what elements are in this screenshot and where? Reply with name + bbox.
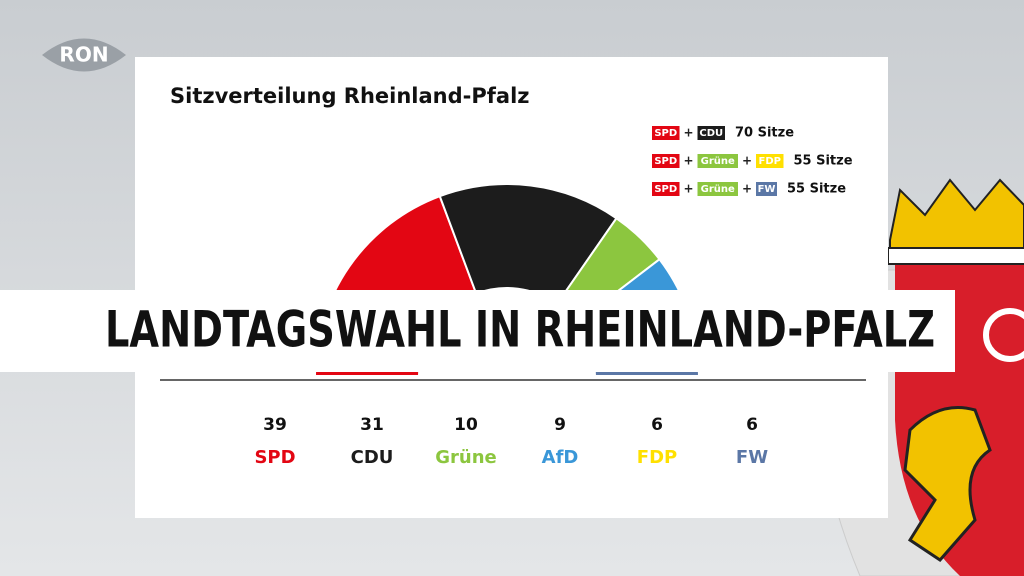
logo-text: RON — [59, 43, 108, 67]
party-badge-label: FW — [758, 184, 776, 195]
party-badge-label: Grüne — [701, 156, 735, 167]
separator: + — [683, 182, 693, 196]
party-badge-label: SPD — [654, 184, 677, 195]
party-badge — [697, 154, 738, 168]
party-name: AfD — [542, 447, 579, 468]
coalition-seats: 70 Sitze — [735, 126, 794, 141]
party-badge-label: SPD — [654, 128, 677, 139]
headline: LANDTAGSWAHL IN RHEINLAND-PFALZ — [105, 301, 935, 359]
party-badge — [756, 182, 777, 196]
party-badge-label: Grüne — [701, 184, 735, 195]
headline-banner — [0, 290, 955, 372]
seat-count: 39 — [263, 415, 287, 435]
party-name: FW — [736, 447, 768, 468]
party-badge — [697, 126, 725, 140]
separator: + — [683, 126, 693, 140]
coalitions: SPD + CDU 70 Sitze SPD + Grüne + FDP 55 Sitze SPD +… — [652, 126, 853, 197]
seat-count: 9 — [554, 415, 566, 435]
coalition-seats: 55 Sitze — [794, 154, 853, 169]
party-name: FDP — [637, 447, 677, 468]
party-badge — [652, 182, 680, 196]
coalition-seats: 55 Sitze — [787, 182, 846, 197]
party-badge-label: SPD — [654, 156, 677, 167]
seat-count: 6 — [746, 415, 758, 435]
separator: + — [742, 154, 752, 168]
party-badge-label: CDU — [699, 128, 723, 139]
logo: RON — [42, 38, 126, 72]
party-badge — [697, 182, 738, 196]
separator: + — [742, 182, 752, 196]
party-badge — [652, 154, 680, 168]
party-name: SPD — [254, 447, 295, 468]
party-badge — [756, 154, 784, 168]
party-badge — [652, 126, 680, 140]
seat-count: 6 — [651, 415, 663, 435]
party-name: Grüne — [435, 447, 497, 468]
party-name: CDU — [351, 447, 394, 468]
party-badge-label: FDP — [759, 156, 781, 167]
seat-segment — [438, 183, 618, 306]
chart-title: Sitzverteilung Rheinland-Pfalz — [170, 84, 530, 108]
seat-count: 10 — [454, 415, 478, 435]
legend: 39 SPD 31 CDU 10 Grüne 9 AfD 6 FDP 6 FW — [254, 415, 768, 468]
separator: + — [683, 154, 693, 168]
seat-count: 31 — [360, 415, 384, 435]
